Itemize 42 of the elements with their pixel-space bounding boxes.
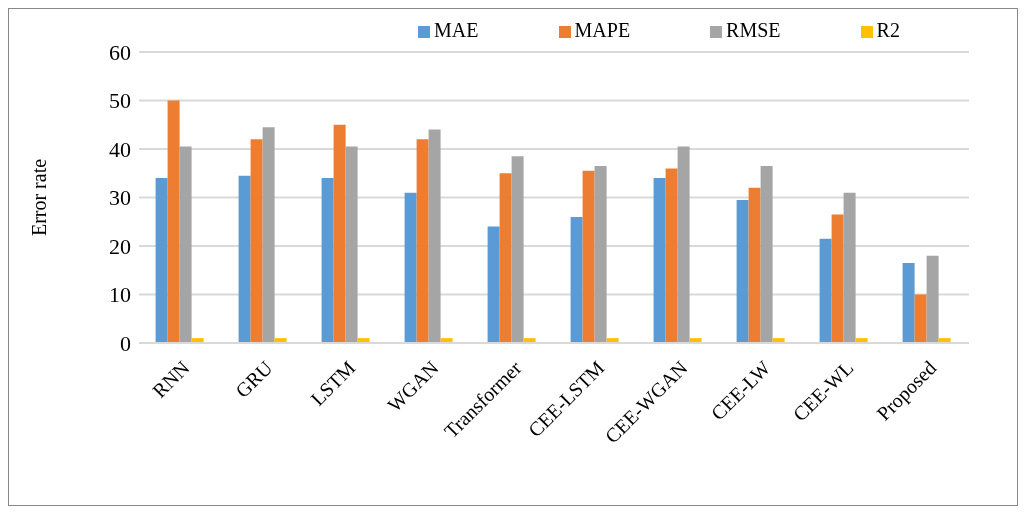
bar: [736, 199, 749, 343]
bar: [333, 124, 346, 343]
bar: [155, 178, 168, 343]
y-tick-label: 60: [109, 39, 131, 65]
bar: [428, 129, 441, 343]
legend-label: MAPE: [574, 19, 631, 41]
bar: [179, 146, 192, 343]
bar: [819, 238, 832, 343]
bar: [250, 139, 263, 343]
bar: [416, 139, 429, 343]
bar: [511, 156, 524, 343]
bar: [914, 294, 927, 343]
y-tick-label: 50: [109, 88, 131, 114]
bar: [902, 262, 915, 343]
bar: [345, 146, 358, 343]
bar: [321, 178, 334, 343]
bar: [238, 175, 251, 343]
y-axis-title: Error rate: [28, 158, 51, 237]
bar: [404, 192, 417, 343]
y-tick-label: 20: [109, 233, 131, 259]
bar: [831, 214, 844, 343]
bar: [582, 170, 595, 343]
y-tick-label: 10: [109, 282, 131, 308]
bar: [748, 187, 761, 343]
bar: [926, 255, 939, 343]
y-tick-label: 30: [109, 185, 131, 211]
bar: [594, 165, 607, 343]
y-tick-label: 0: [120, 330, 131, 356]
legend-label: RMSE: [726, 19, 781, 41]
bar: [843, 192, 856, 343]
bar: [167, 100, 180, 343]
legend-label: R2: [876, 19, 900, 41]
bar: [262, 127, 275, 343]
bar: [760, 165, 773, 343]
bar: [570, 216, 583, 343]
bar: [665, 168, 678, 343]
legend-label: MAE: [434, 19, 479, 41]
bar: [499, 173, 512, 343]
y-tick-label: 40: [109, 136, 131, 162]
bar: [487, 226, 500, 343]
bar: [677, 146, 690, 343]
bar: [653, 178, 666, 343]
